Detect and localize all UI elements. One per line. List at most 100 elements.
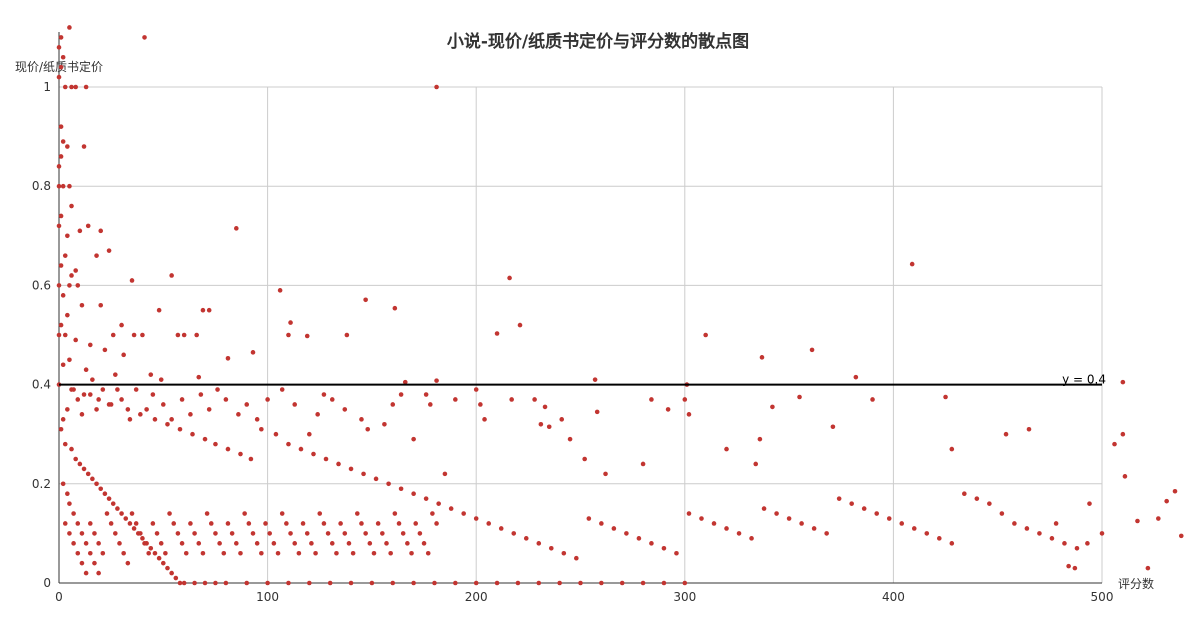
chart-title: 小说-现价/纸质书定价与评分数的散点图 bbox=[447, 31, 749, 52]
data-point bbox=[238, 451, 243, 457]
data-point bbox=[430, 511, 435, 516]
data-point bbox=[106, 496, 112, 501]
data-point bbox=[161, 402, 166, 407]
data-point bbox=[736, 531, 742, 536]
data-point bbox=[1164, 498, 1169, 504]
data-point bbox=[359, 521, 364, 526]
data-point bbox=[56, 283, 62, 288]
data-point bbox=[538, 421, 544, 427]
data-point bbox=[342, 407, 348, 412]
data-point bbox=[390, 580, 396, 586]
data-point bbox=[273, 431, 279, 437]
data-point bbox=[1024, 526, 1030, 531]
data-point bbox=[373, 476, 379, 482]
data-point bbox=[79, 560, 85, 566]
data-point bbox=[277, 288, 283, 293]
data-point bbox=[144, 407, 149, 412]
data-point bbox=[911, 526, 917, 531]
x-tick-label: 200 bbox=[465, 590, 488, 604]
data-point bbox=[494, 331, 500, 336]
data-point bbox=[79, 302, 85, 308]
data-point bbox=[1074, 545, 1080, 551]
data-point bbox=[603, 471, 608, 477]
data-point bbox=[336, 461, 341, 467]
data-point bbox=[724, 526, 729, 531]
data-point bbox=[60, 481, 66, 487]
data-point bbox=[1135, 518, 1140, 524]
data-point bbox=[325, 531, 331, 536]
data-point bbox=[65, 312, 70, 318]
data-point bbox=[225, 446, 231, 452]
data-point bbox=[899, 521, 905, 526]
data-point bbox=[154, 531, 160, 536]
data-point bbox=[215, 387, 220, 392]
data-point bbox=[428, 402, 433, 407]
data-point bbox=[188, 521, 193, 526]
data-point bbox=[56, 74, 62, 80]
data-point bbox=[323, 456, 329, 462]
data-point bbox=[453, 580, 458, 586]
data-point bbox=[87, 342, 93, 348]
data-point bbox=[811, 526, 817, 531]
data-point bbox=[1012, 521, 1017, 526]
data-point bbox=[987, 501, 992, 506]
data-point bbox=[65, 144, 70, 149]
data-point bbox=[106, 248, 112, 253]
data-point bbox=[329, 541, 335, 546]
data-point bbox=[311, 451, 316, 457]
data-point bbox=[127, 417, 133, 422]
data-point bbox=[870, 397, 875, 402]
data-point bbox=[1145, 565, 1151, 571]
data-point bbox=[279, 387, 285, 392]
data-point bbox=[348, 466, 354, 472]
data-point bbox=[1120, 379, 1126, 385]
data-point bbox=[909, 261, 915, 267]
data-point bbox=[436, 501, 441, 506]
data-point bbox=[298, 446, 304, 452]
data-point bbox=[624, 531, 629, 536]
data-point bbox=[75, 283, 81, 288]
data-point bbox=[169, 570, 174, 576]
data-point bbox=[498, 526, 504, 531]
data-point bbox=[265, 397, 270, 402]
data-point bbox=[313, 550, 318, 556]
data-point bbox=[179, 397, 185, 402]
data-point bbox=[217, 541, 222, 546]
data-point bbox=[177, 426, 183, 432]
data-point bbox=[409, 550, 414, 556]
data-point bbox=[824, 531, 829, 536]
axes: 0 100 200 300 400 500 0 0.2 0.4 0.6 0.8 1 bbox=[32, 32, 1113, 604]
data-point bbox=[156, 307, 162, 313]
data-point bbox=[85, 223, 91, 229]
data-point bbox=[110, 501, 116, 506]
data-point bbox=[60, 362, 66, 368]
data-point bbox=[60, 293, 66, 298]
data-point bbox=[1156, 516, 1161, 521]
data-point bbox=[83, 541, 89, 546]
data-point bbox=[578, 580, 583, 586]
data-point bbox=[774, 511, 779, 516]
data-point bbox=[58, 35, 64, 40]
data-point bbox=[110, 332, 116, 338]
data-point bbox=[288, 320, 293, 325]
data-point bbox=[309, 541, 314, 546]
data-point bbox=[674, 550, 679, 556]
data-point bbox=[974, 496, 980, 501]
data-point bbox=[473, 580, 479, 586]
data-point bbox=[244, 580, 250, 586]
data-point bbox=[56, 332, 62, 338]
data-point bbox=[486, 521, 492, 526]
data-point bbox=[346, 541, 352, 546]
x-tick-label: 0 bbox=[55, 590, 63, 604]
data-point bbox=[148, 372, 154, 377]
data-point bbox=[292, 402, 298, 407]
data-point bbox=[640, 461, 646, 467]
data-point bbox=[254, 541, 260, 546]
data-point bbox=[448, 506, 454, 511]
data-point bbox=[119, 511, 124, 516]
data-point bbox=[532, 397, 537, 402]
data-point bbox=[453, 397, 458, 402]
data-point bbox=[181, 580, 187, 586]
data-point bbox=[317, 511, 323, 516]
data-point bbox=[665, 407, 671, 412]
